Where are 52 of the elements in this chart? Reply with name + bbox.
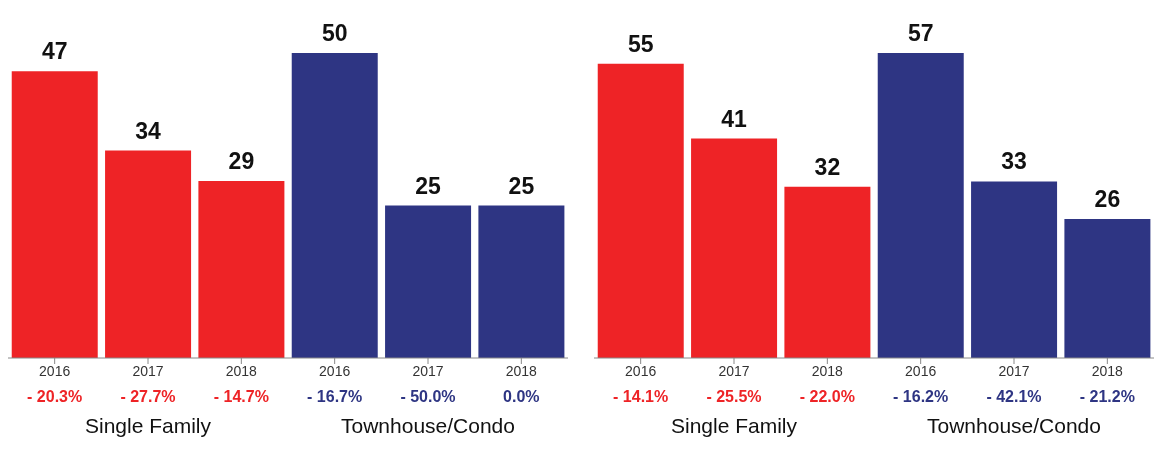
data-label: 55	[627, 30, 654, 57]
bar	[784, 186, 871, 358]
bar	[691, 138, 778, 358]
data-label: 26	[1094, 185, 1121, 212]
bar	[597, 63, 684, 358]
text: - 16.7%	[306, 388, 364, 406]
bar	[877, 53, 964, 358]
x-tick-label: 2016	[39, 362, 71, 379]
text: Townhouse/Condo	[926, 414, 1102, 438]
x-tick-label: 2016	[319, 362, 351, 379]
x-tick-label: 2017	[132, 362, 164, 379]
x-tick-label: 2016	[905, 362, 937, 379]
text: - 20.3%	[26, 388, 84, 406]
bar	[291, 53, 378, 358]
text: - 27.7%	[119, 388, 177, 406]
bar	[478, 205, 565, 358]
data-label: 32	[814, 153, 841, 180]
text: - 21.2%	[1078, 388, 1136, 406]
data-label: 50	[321, 20, 348, 46]
text: - 50.0%	[399, 388, 457, 406]
data-label: 25	[508, 172, 535, 199]
x-tick-label: 2018	[225, 362, 258, 379]
text: - 14.1%	[612, 388, 670, 406]
x-tick-label: 2018	[811, 362, 844, 379]
text: - 16.2%	[892, 388, 950, 406]
bar	[385, 205, 472, 358]
text: - 14.7%	[212, 388, 270, 406]
bar	[198, 181, 285, 358]
data-label: 29	[228, 148, 255, 175]
data-label: 33	[1001, 148, 1027, 175]
data-label: 34	[135, 117, 162, 144]
bar	[971, 181, 1058, 358]
x-tick-label: 2017	[998, 362, 1030, 379]
x-tick-label: 2017	[412, 362, 444, 379]
text: 0.0%	[502, 388, 541, 406]
text: - 22.0%	[798, 388, 856, 406]
x-tick-label: 2016	[625, 362, 657, 379]
text: Single Family	[669, 414, 798, 438]
data-label: 47	[41, 38, 68, 65]
data-label: 41	[721, 105, 748, 132]
text: Single Family	[83, 414, 212, 438]
text: - 25.5%	[705, 388, 763, 406]
data-label: 57	[907, 20, 934, 46]
x-tick-label: 2018	[1091, 362, 1124, 379]
bar	[1064, 218, 1151, 358]
bar	[11, 71, 98, 358]
bar	[105, 150, 192, 358]
x-tick-label: 2017	[718, 362, 750, 379]
x-tick-label: 2018	[505, 362, 538, 379]
text: - 42.1%	[985, 388, 1043, 406]
data-label: 25	[415, 172, 442, 199]
text: Townhouse/Condo	[340, 414, 516, 438]
